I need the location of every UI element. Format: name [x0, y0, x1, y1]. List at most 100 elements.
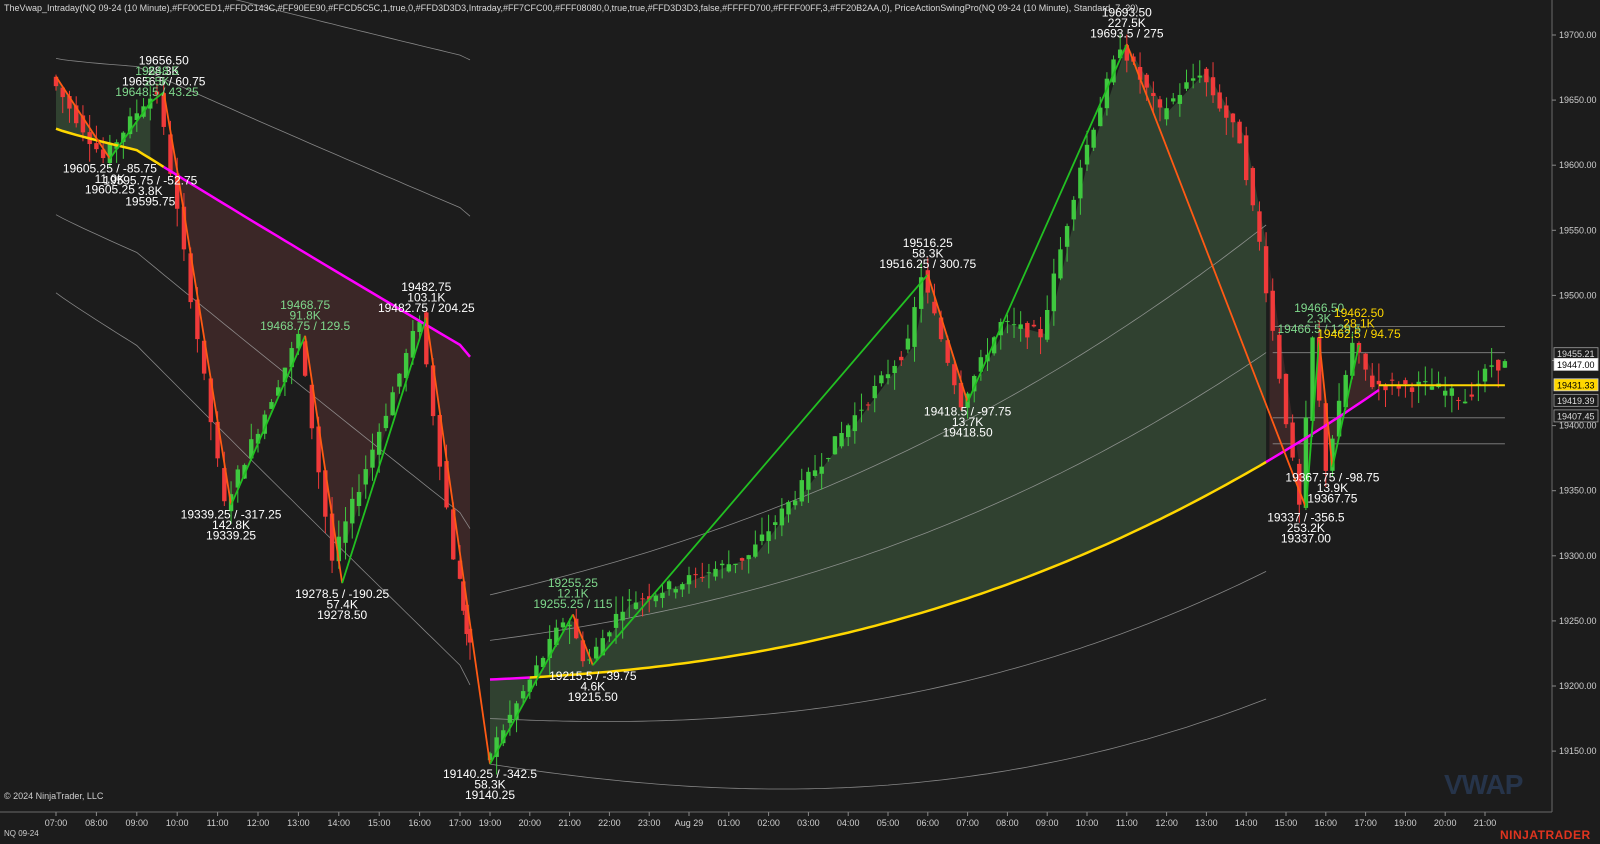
candle-body	[520, 691, 526, 699]
candle-body	[255, 433, 261, 444]
swing-label-text: 19605.25	[85, 182, 135, 196]
candle-body	[739, 558, 745, 561]
candle-body	[350, 498, 355, 524]
swing-zigzag	[55, 43, 1360, 765]
price-marker-label: 19419.39	[1557, 396, 1595, 406]
candle-body	[1197, 75, 1202, 78]
swing-label-text: 19656.50	[139, 54, 189, 68]
candle-body	[1383, 385, 1388, 391]
vwap-fill-layer	[56, 44, 1376, 765]
price-tick-label: 19300.00	[1559, 551, 1597, 561]
candle-body	[1290, 422, 1295, 458]
candle-body	[693, 574, 698, 576]
price-marker	[1553, 358, 1599, 371]
candle-body	[363, 469, 368, 485]
swing-leg	[926, 274, 969, 403]
swing-label-text: 28.1K	[1343, 317, 1374, 331]
swing-leg	[1331, 344, 1360, 468]
candle-body	[812, 470, 818, 476]
time-tick-label: 09:00	[126, 818, 149, 828]
candle-body	[80, 115, 86, 133]
swing-label-text: 19466.50	[1294, 301, 1344, 315]
candle-body	[487, 753, 493, 761]
candle-body	[235, 469, 240, 488]
time-tick-label: 17:00	[449, 818, 472, 828]
candle-body	[773, 522, 778, 525]
candle-body	[991, 337, 997, 354]
band-line	[489, 571, 1267, 722]
candle-body	[859, 409, 864, 411]
vwap-segment	[529, 460, 1267, 679]
vwap-segment	[489, 676, 530, 681]
candle-body	[397, 373, 402, 387]
swing-label-text: 13.7K	[952, 415, 983, 429]
band-line	[55, 58, 471, 217]
candle-body	[181, 206, 187, 250]
candle-body	[647, 596, 652, 600]
time-tick-label: 16:00	[1315, 818, 1338, 828]
vwap-fill	[170, 131, 470, 634]
candle-body	[370, 449, 375, 468]
candle-body	[215, 421, 220, 459]
candle-body	[296, 333, 301, 349]
price-tick-label: 19350.00	[1559, 486, 1597, 496]
candle-body	[593, 646, 599, 659]
time-tick-label: 06:00	[917, 818, 940, 828]
swing-label-text: 19140.25	[465, 788, 515, 802]
price-marker	[1553, 393, 1599, 407]
candle-body	[444, 461, 449, 508]
candle-body	[587, 659, 592, 661]
candle-body	[1204, 68, 1209, 83]
candle-body	[1151, 93, 1156, 97]
candle-body	[1005, 320, 1010, 322]
candle-body	[276, 387, 281, 396]
candle-body	[356, 491, 362, 507]
swing-label-text: 19339.25 / -317.25	[181, 508, 282, 522]
candle-body	[302, 341, 308, 376]
candle-body	[1164, 108, 1169, 120]
candle-body	[100, 149, 106, 159]
swing-label-text: 19278.5 / -190.25	[295, 587, 389, 601]
candle-body	[839, 432, 844, 447]
swing-label-text: 19337.00	[1281, 532, 1331, 546]
swing-label-text: 19278.50	[317, 608, 367, 622]
candle-body	[978, 357, 984, 372]
candle-body	[74, 105, 79, 124]
swing-label-text: 19339.25	[206, 529, 256, 543]
candle-body	[759, 534, 765, 542]
swing-label-text: 19215.50	[568, 690, 618, 704]
swing-label-text: 19215.5 / -39.75	[549, 669, 637, 683]
candle-body	[1157, 99, 1163, 108]
candle-body	[383, 415, 389, 429]
vwap-segment	[55, 127, 165, 168]
candle-body	[242, 464, 247, 479]
candle-body	[269, 402, 274, 409]
candle-body	[1184, 82, 1189, 89]
copyright-text: © 2024 NinjaTrader, LLC	[4, 791, 104, 801]
candle-body	[792, 500, 798, 506]
candle-body	[1078, 167, 1083, 199]
candle-body	[168, 134, 173, 174]
swing-label-text: 58.3K	[912, 247, 943, 261]
candle-body	[852, 415, 858, 432]
candle-body	[289, 348, 294, 368]
candle-body	[1323, 403, 1328, 471]
vwap-fill	[56, 76, 151, 159]
candle-body	[377, 431, 382, 455]
candle-body	[799, 480, 804, 502]
swing-label-text: 58.3K	[474, 777, 505, 791]
candle-body	[262, 414, 267, 434]
band-line	[235, 0, 471, 61]
candle-body	[127, 116, 133, 135]
candle-body	[786, 502, 791, 515]
candle-body	[680, 584, 685, 590]
vwap-bands	[55, 0, 1505, 790]
candle-body	[424, 312, 429, 365]
price-marker-label: 19431.33	[1557, 380, 1595, 390]
candle-body	[753, 544, 758, 557]
swing-label-text: 19516.25	[903, 236, 953, 250]
swing-leg	[425, 317, 491, 765]
swing-leg	[592, 273, 929, 666]
swing-leg	[1125, 43, 1307, 508]
